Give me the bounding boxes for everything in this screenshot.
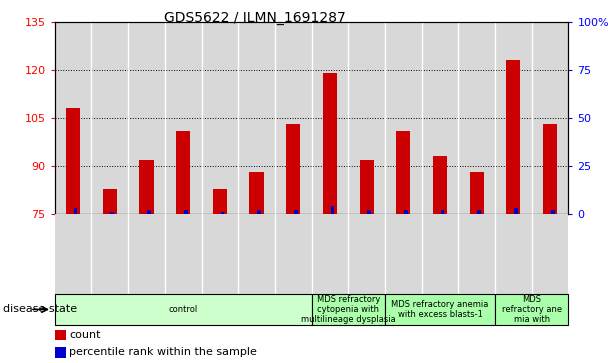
Bar [275,214,311,294]
Bar [385,214,422,294]
Bar [176,131,190,214]
Bar [532,214,568,294]
Bar [311,214,348,294]
Bar [238,22,275,214]
Text: MDS
refractory ane
mia with: MDS refractory ane mia with [502,294,562,325]
Bar [348,214,385,294]
Bar [532,22,568,214]
Bar [477,210,481,214]
Bar [543,125,557,214]
Bar [458,214,495,294]
Bar [238,214,275,294]
Bar [111,212,114,214]
Bar [495,22,532,214]
Bar [495,294,568,325]
Bar [139,160,154,214]
Bar [469,172,484,214]
Bar [91,214,128,294]
Bar [213,188,227,214]
Text: MDS refractory
cytopenia with
multilineage dysplasia: MDS refractory cytopenia with multilinea… [301,294,396,325]
Text: disease state: disease state [3,305,77,314]
Text: control: control [168,305,198,314]
Bar [551,210,554,214]
Text: count: count [69,330,100,340]
Bar [506,60,520,214]
Text: percentile rank within the sample: percentile rank within the sample [69,347,257,358]
Bar [103,188,117,214]
Bar [55,22,91,214]
Bar [441,210,444,214]
Bar [55,330,66,340]
Bar [433,156,447,214]
Bar [359,160,374,214]
Bar [311,294,385,325]
Bar [55,347,66,358]
Bar [91,22,128,214]
Bar [249,172,264,214]
Bar [385,22,422,214]
Bar [404,210,408,214]
Bar [165,214,201,294]
Bar [323,73,337,214]
Bar [396,131,410,214]
Bar [201,22,238,214]
Bar [74,208,77,214]
Bar [385,294,495,325]
Bar [311,22,348,214]
Bar [422,22,458,214]
Bar [348,22,385,214]
Bar [128,22,165,214]
Bar [257,210,261,214]
Bar [55,214,91,294]
Bar [294,210,298,214]
Bar [275,22,311,214]
Bar [221,212,224,214]
Bar [184,210,187,214]
Bar [55,294,311,325]
Bar [286,125,300,214]
Text: MDS refractory anemia
with excess blasts-1: MDS refractory anemia with excess blasts… [392,300,489,319]
Bar [422,214,458,294]
Bar [367,210,371,214]
Bar [128,214,165,294]
Bar [165,22,201,214]
Bar [66,108,80,214]
Bar [458,22,495,214]
Bar [514,208,518,214]
Bar [331,207,334,214]
Text: GDS5622 / ILMN_1691287: GDS5622 / ILMN_1691287 [165,11,346,25]
Bar [495,214,532,294]
Bar [201,214,238,294]
Bar [147,210,151,214]
